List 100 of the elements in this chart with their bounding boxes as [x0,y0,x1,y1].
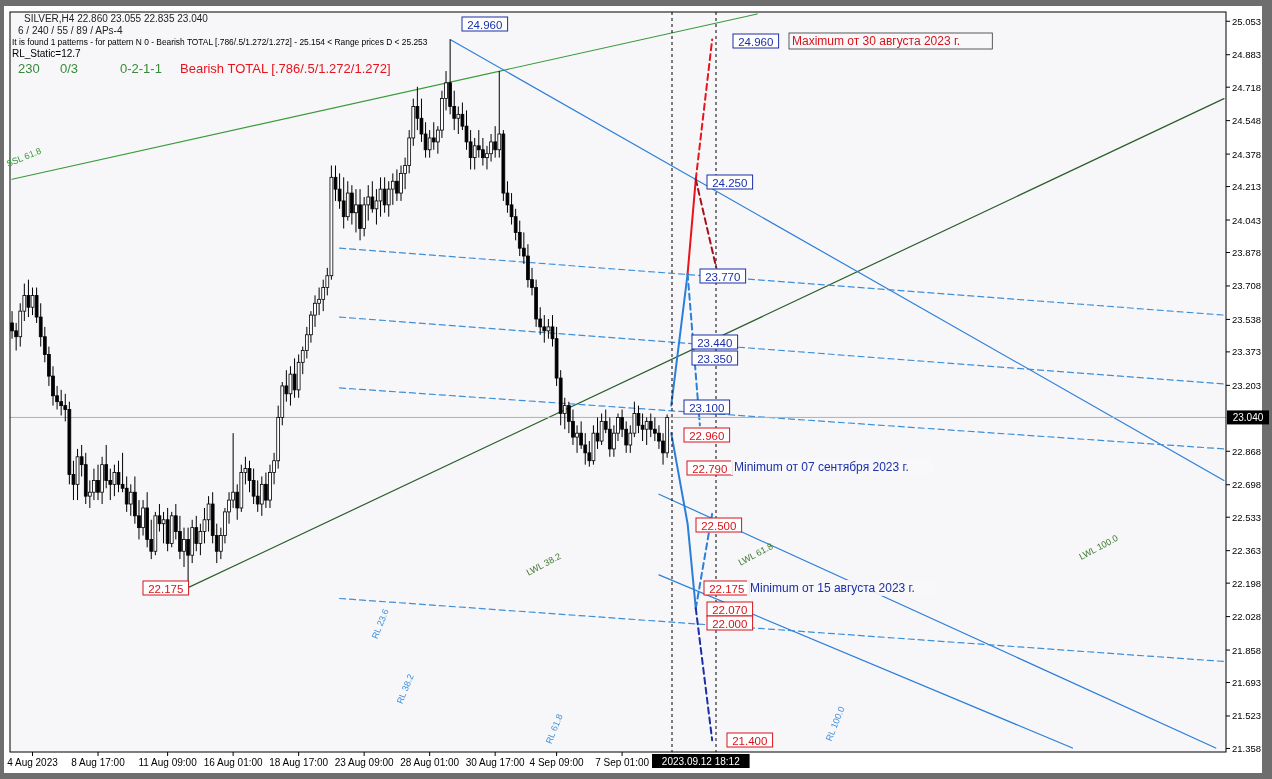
y-tick-label: 22.028 [1232,611,1262,623]
candlestick [128,483,133,517]
y-tick-label: 25.053 [1232,15,1262,27]
annotation: 22.500 [701,519,737,532]
annotation: 22.000 [712,617,748,630]
candlestick [546,318,551,340]
candlestick [104,444,109,489]
candlestick [358,188,362,241]
candlestick [124,475,129,513]
candlestick [481,137,485,167]
y-tick-label: 23.708 [1232,280,1262,292]
annotation: 21.400 [732,734,768,747]
annotation: RL 100.0 [823,705,847,743]
annotation: 24.250 [712,176,748,189]
y-tick-label: 21.858 [1232,644,1262,656]
candlestick [431,121,436,151]
candlestick [321,279,326,312]
y-tick-label: 22.198 [1232,577,1262,589]
y-tick-label: 22.868 [1232,445,1262,457]
annotation: Maximum от 30 августа 2023 г. [792,34,961,48]
candlestick [390,172,395,206]
annotation: It is found 1 patterns - for pattern N 0 - Bearish TOTAL [.786/.5/1.272/1.272] - 25.154 < Range prices D < 25.253 [12,37,428,47]
y-tick-label: 23.538 [1232,313,1262,325]
candlestick [26,279,31,318]
text: 2023.09.12 18:12 [661,755,741,767]
annotation: SSL 61.8 [4,145,43,169]
y-tick-label: 23.203 [1232,379,1262,391]
candlestick [198,523,203,556]
candlestick [292,357,297,399]
candlestick [341,176,346,229]
y-tick-label: 22.533 [1232,511,1262,523]
y-tick-label: 22.698 [1232,479,1262,491]
y-tick-label: 22.363 [1232,545,1262,557]
candlestick [493,125,497,159]
annotation: 0-2-1-1 [120,61,162,76]
candlestick [264,472,268,509]
candlestick [194,515,199,552]
x-tick-label: 16 Aug 01:00 [203,757,264,768]
x-tick-label: 23 Aug 09:00 [334,757,395,768]
y-tick-label: 24.718 [1232,81,1262,93]
annotation: LWL 38.2 [524,551,563,578]
annotation: Bearish TOTAL [.786/.5/1.272/1.272] [180,61,391,76]
candlestick [599,412,604,446]
annotation: LWL 100.0 [1077,532,1120,562]
annotation: RL 61.8 [543,712,565,746]
candlestick [448,39,452,115]
annotation: RL_Static=12.7 [12,48,82,59]
candlestick [112,464,117,497]
y-tick-label: 23.878 [1232,247,1262,258]
annotation: 22.175 [709,582,745,595]
y-tick-label: 21.523 [1232,710,1262,722]
chart-title: SILVER,H4 22.860 23.055 22.835 23.040 [24,13,209,24]
annotation: 22.960 [689,429,725,442]
annotation: LWL 61.8 [736,541,775,568]
y-tick-label: 23.373 [1232,346,1262,358]
annotation: 23.100 [689,401,725,414]
candlestick [96,464,100,501]
candlestick [141,499,145,537]
candlestick [395,168,399,202]
candlestick [607,416,612,458]
y-tick-label: 21.358 [1232,742,1262,754]
x-tick-label: 4 Sep 09:00 [529,757,584,768]
candlestick [165,507,170,552]
candlestick [468,129,473,170]
annotation: 22.070 [712,603,748,616]
candlestick [644,416,649,446]
annotation: RL 38.2 [394,672,416,706]
candlestick [182,527,186,568]
candlestick [354,188,358,233]
x-tick-label: 8 Aug 17:00 [71,757,126,768]
candlestick [259,475,264,517]
annotation: Minimum от 15 августа 2023 г. [750,581,915,595]
x-tick-label: 4 Aug 2023 [7,757,59,768]
annotation: 23.350 [697,352,733,365]
annotation: 230 [18,61,40,76]
y-tick-label: 24.043 [1232,214,1262,226]
candlestick [648,412,653,438]
candlestick [255,479,260,513]
candlestick [382,176,387,214]
annotation: 22.790 [692,462,728,475]
x-tick-label: 18 Aug 17:00 [269,757,329,768]
x-tick-label: 28 Aug 01:00 [400,757,460,768]
candlestick [575,424,579,454]
x-tick-label: 11 Aug 09:00 [138,757,198,768]
annotation: Minimum от 07 сентября 2023 г. [734,460,909,474]
candlestick [30,287,35,316]
x-tick-label: 30 Aug 17:00 [465,757,526,768]
candlestick [92,468,96,501]
y-tick-label: 24.213 [1232,181,1262,193]
text: 6 / 240 / 55 / 89 / APs-4 [18,25,123,36]
candlestick [362,196,366,237]
annotation: RL 23.6 [369,607,391,641]
ref-line-label: 23.040 [1232,412,1264,424]
y-tick-label: 21.693 [1232,677,1262,689]
annotation: 24.960 [738,35,774,48]
annotation: 0/3 [60,61,79,76]
x-tick-label: 7 Sep 01:00 [595,757,650,768]
y-tick-label: 24.378 [1232,148,1262,160]
annotation: 23.770 [705,270,741,283]
candlestick [161,511,166,544]
